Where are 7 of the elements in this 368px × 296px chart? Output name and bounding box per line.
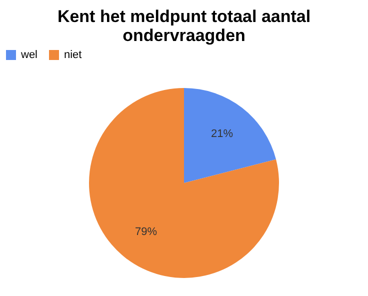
data-label: 21% [210, 128, 234, 140]
pie-slice [184, 88, 276, 183]
chart-title: Kent het meldpunt totaal aantal ondervraagden [57, 7, 311, 45]
data-label: 79% [134, 226, 158, 238]
pie-slice [89, 88, 279, 278]
legend-label: wel [20, 49, 38, 61]
legend-label: niet [64, 49, 82, 61]
